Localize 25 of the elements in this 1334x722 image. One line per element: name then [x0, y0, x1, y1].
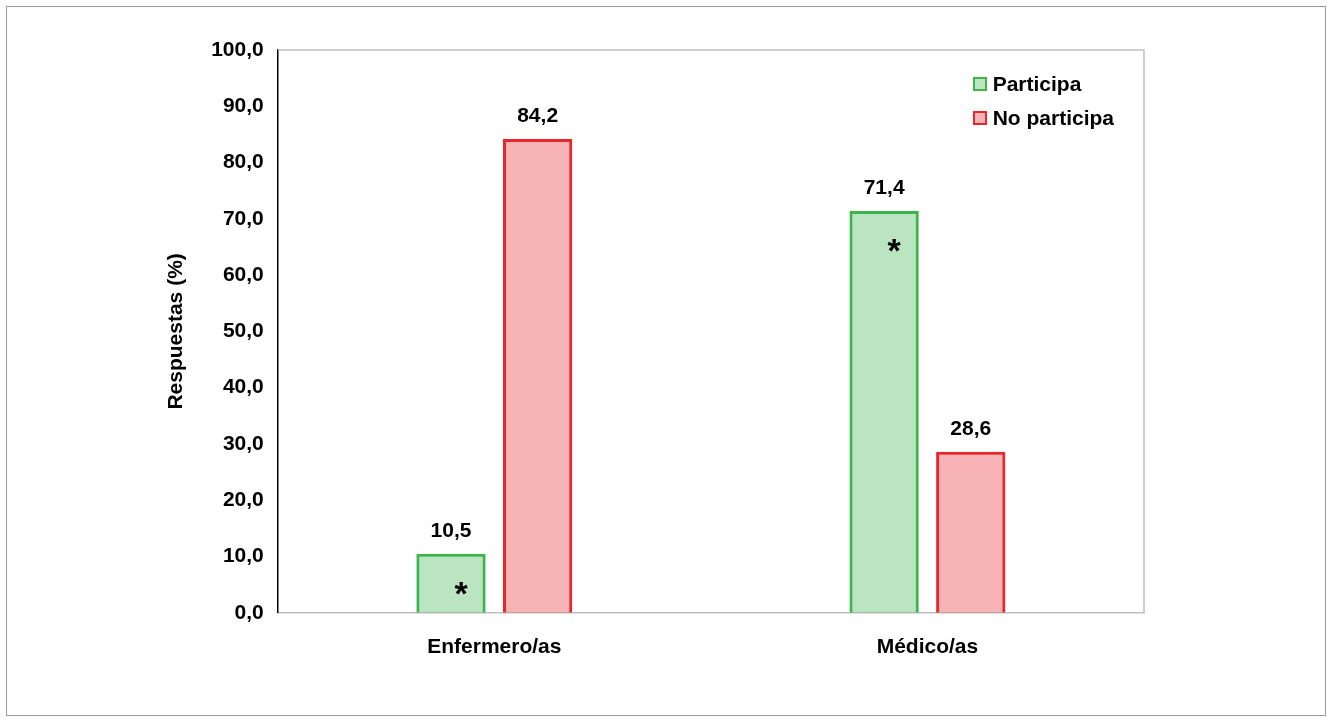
x-tick-label: Enfermero/as [427, 634, 562, 658]
y-axis-title: Respuestas (%) [163, 253, 187, 410]
y-tick-label: 90,0 [222, 93, 264, 117]
y-tick-label: 30,0 [222, 430, 264, 454]
legend-label: No participa [992, 106, 1114, 130]
bar [936, 451, 1006, 613]
y-tick-label: 60,0 [222, 261, 264, 285]
data-label: 10,5 [430, 518, 472, 541]
y-tick-label: 50,0 [222, 318, 264, 342]
y-tick-label: 10,0 [222, 543, 264, 567]
y-tick-label: 80,0 [222, 149, 264, 173]
annotation: * [454, 574, 469, 613]
bar [502, 138, 573, 613]
legend-label: Participa [992, 72, 1082, 96]
y-tick-label: 40,0 [222, 374, 264, 398]
annotation: * [887, 231, 902, 270]
x-tick-label: Médico/as [876, 634, 979, 658]
y-tick-label: 20,0 [222, 487, 264, 511]
y-tick-label: 0,0 [234, 599, 264, 623]
bar [849, 210, 919, 613]
data-label: 71,4 [863, 175, 905, 199]
y-tick-label: 70,0 [222, 205, 264, 229]
data-label: 28,6 [950, 416, 992, 440]
y-tick-label: 100,0 [211, 36, 264, 60]
data-label: 84,2 [517, 103, 559, 127]
